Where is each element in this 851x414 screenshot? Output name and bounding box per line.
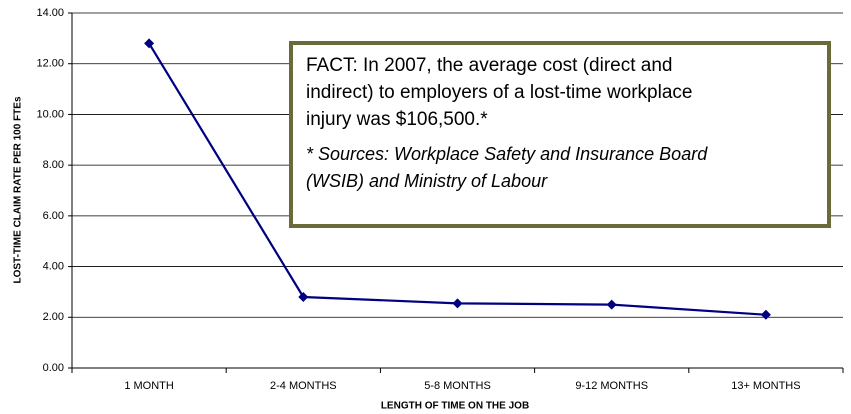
y-tick-label: 10.00 [36, 108, 64, 120]
data-point [144, 38, 155, 49]
x-tick-label: 5-8 MONTHS [424, 380, 491, 392]
x-tick-label: 13+ MONTHS [731, 380, 800, 392]
annotation-text: indirect) to employers of a lost-time wo… [306, 82, 692, 103]
data-point [298, 292, 309, 302]
annotation-box [289, 41, 831, 228]
annotation-text: FACT: In 2007, the average cost (direct … [306, 55, 672, 76]
x-axis-title: LENGTH OF TIME ON THE JOB [381, 401, 529, 412]
annotation-source: (WSIB) and Ministry of Labour [306, 171, 548, 191]
annotation-text: injury was $106,500.* [306, 109, 488, 130]
annotation-source: * Sources: Workplace Safety and Insuranc… [306, 144, 708, 164]
y-axis-title: LOST-TIME CLAIM RATE PER 100 FTEs [13, 96, 24, 283]
data-point [452, 298, 463, 309]
y-tick-label: 4.00 [43, 260, 64, 272]
x-tick-label: 9-12 MONTHS [575, 380, 648, 392]
y-tick-label: 12.00 [36, 58, 64, 70]
x-tick-label: 1 MONTH [124, 380, 174, 392]
data-point [760, 309, 771, 320]
y-tick-label: 0.00 [43, 362, 64, 374]
y-tick-label: 14.00 [36, 7, 64, 19]
y-tick-label: 8.00 [43, 159, 64, 171]
y-tick-label: 2.00 [43, 311, 64, 323]
x-tick-label: 2-4 MONTHS [270, 380, 337, 392]
data-point [606, 299, 617, 310]
y-tick-label: 6.00 [43, 210, 64, 222]
